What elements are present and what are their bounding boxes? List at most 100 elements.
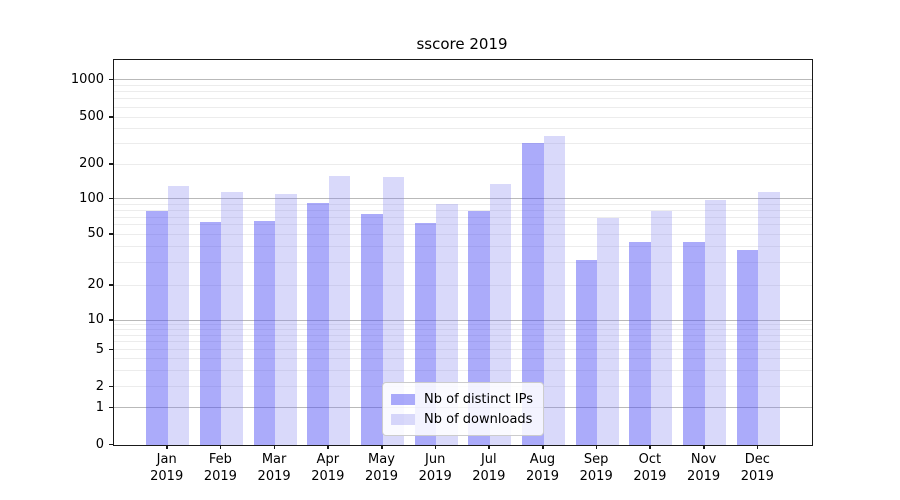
legend-row: Nb of downloads <box>391 409 533 429</box>
gridline-minor <box>114 341 812 343</box>
gridline-major <box>114 319 812 321</box>
x-tick-mark <box>434 445 437 449</box>
x-tick-label: Nov 2019 <box>687 452 721 484</box>
bar-downloads <box>758 192 780 445</box>
y-tick-label: 500 <box>79 109 104 124</box>
x-tick-label: Apr 2019 <box>311 452 345 484</box>
y-tick-label: 100 <box>79 190 104 206</box>
y-tick-label: 50 <box>87 226 104 242</box>
bar-distinct-ips <box>522 143 544 445</box>
gridline-minor <box>114 369 812 371</box>
bar-downloads <box>650 210 673 445</box>
y-tick-label: 2 <box>95 378 104 394</box>
legend-swatch-distinct-ips <box>391 393 416 405</box>
y-tick-mark <box>109 443 113 445</box>
gridline-minor <box>114 329 812 331</box>
gridline-minor <box>114 233 812 235</box>
gridline-minor <box>114 142 812 144</box>
bar-distinct-ips <box>575 259 598 445</box>
gridline-minor <box>114 209 812 211</box>
bar-distinct-ips <box>736 250 759 445</box>
x-tick-label: Dec 2019 <box>740 452 774 484</box>
gridline-minor <box>114 216 812 218</box>
x-tick-mark <box>649 445 651 449</box>
x-tick-label: Sep 2019 <box>579 452 613 484</box>
gridline-minor <box>114 128 812 129</box>
gridline-major <box>114 79 812 80</box>
gridline-minor <box>114 203 812 205</box>
gridline-minor <box>114 91 812 93</box>
bar-downloads <box>543 135 565 445</box>
gridline-minor <box>114 163 812 165</box>
plot-area: Nb of distinct IPs Nb of downloads <box>113 59 813 446</box>
x-tick-label: Oct 2019 <box>633 452 667 484</box>
chart-title: sscore 2019 <box>416 35 508 53</box>
gridline-minor <box>114 84 812 86</box>
x-tick-label: Jun 2019 <box>418 452 452 484</box>
bar-distinct-ips <box>361 214 383 445</box>
gridline-major <box>114 198 812 200</box>
bar-downloads <box>704 200 727 445</box>
y-tick-mark <box>109 385 113 388</box>
y-tick-label: 1000 <box>70 71 104 87</box>
gridline-minor <box>114 224 812 226</box>
bar-downloads <box>382 176 404 445</box>
bar-downloads <box>328 175 351 445</box>
bar-distinct-ips <box>683 241 705 445</box>
legend-label-distinct-ips: Nb of distinct IPs <box>424 391 533 407</box>
x-tick-mark <box>219 445 222 449</box>
x-tick-mark <box>756 445 759 449</box>
gridline-minor <box>114 324 812 325</box>
x-tick-label: Mar 2019 <box>257 452 291 484</box>
y-tick-label: 1 <box>95 399 104 415</box>
gridline-minor <box>114 349 812 351</box>
y-tick-mark <box>109 319 113 321</box>
bar-downloads <box>167 186 190 445</box>
legend-swatch-downloads <box>391 413 416 425</box>
gridline-minor <box>114 262 812 264</box>
gridline-minor <box>114 116 812 118</box>
bar-distinct-ips <box>199 222 222 445</box>
legend-label-downloads: Nb of downloads <box>424 411 533 427</box>
y-tick-mark <box>109 406 113 409</box>
y-tick-label: 200 <box>79 156 104 172</box>
bar-distinct-ips <box>146 210 168 445</box>
y-tick-label: 0 <box>95 436 104 452</box>
x-tick-mark <box>488 445 490 449</box>
x-tick-mark <box>166 445 168 449</box>
x-tick-label: Jul 2019 <box>472 452 506 484</box>
y-tick-mark <box>109 163 113 165</box>
bar-distinct-ips <box>253 220 276 445</box>
y-tick-label: 20 <box>87 277 104 293</box>
gridline-minor <box>114 106 812 108</box>
y-tick-label: 5 <box>95 341 104 357</box>
gridline-minor <box>114 246 812 248</box>
bar-downloads <box>597 217 619 445</box>
x-tick-label: Jan 2019 <box>150 452 184 484</box>
x-tick-mark <box>542 445 544 449</box>
y-tick-mark <box>109 348 113 351</box>
x-tick-label: May 2019 <box>364 452 399 484</box>
bar-downloads <box>221 192 243 445</box>
legend: Nb of distinct IPs Nb of downloads <box>382 382 544 436</box>
y-tick-mark <box>109 284 113 286</box>
x-tick-mark <box>595 445 598 449</box>
bar-distinct-ips <box>307 202 329 445</box>
y-tick-label: 10 <box>87 312 104 327</box>
legend-row: Nb of distinct IPs <box>391 389 533 409</box>
x-tick-mark <box>381 445 383 449</box>
gridline-minor <box>114 98 812 100</box>
x-tick-mark <box>273 445 276 449</box>
x-tick-mark <box>703 445 705 449</box>
bar-downloads <box>275 193 297 445</box>
gridline-minor <box>114 284 812 286</box>
bar-downloads <box>489 184 512 445</box>
y-tick-mark <box>109 78 113 80</box>
y-tick-mark <box>109 197 113 200</box>
x-tick-label: Feb 2019 <box>203 452 237 484</box>
x-tick-mark <box>327 445 329 449</box>
gridline-minor <box>114 358 812 360</box>
y-tick-mark <box>109 233 113 235</box>
bar-distinct-ips <box>629 241 651 445</box>
